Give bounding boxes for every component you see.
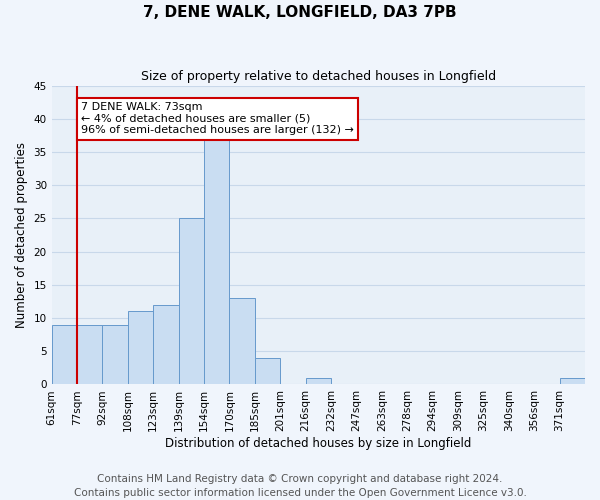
Bar — [255, 358, 280, 384]
Bar — [103, 324, 128, 384]
Bar — [560, 378, 585, 384]
Bar — [77, 324, 103, 384]
X-axis label: Distribution of detached houses by size in Longfield: Distribution of detached houses by size … — [165, 437, 472, 450]
Bar — [128, 312, 153, 384]
Text: Contains HM Land Registry data © Crown copyright and database right 2024.
Contai: Contains HM Land Registry data © Crown c… — [74, 474, 526, 498]
Y-axis label: Number of detached properties: Number of detached properties — [15, 142, 28, 328]
Bar — [153, 305, 179, 384]
Bar — [305, 378, 331, 384]
Bar — [52, 324, 77, 384]
Bar — [229, 298, 255, 384]
Text: 7, DENE WALK, LONGFIELD, DA3 7PB: 7, DENE WALK, LONGFIELD, DA3 7PB — [143, 5, 457, 20]
Bar — [179, 218, 204, 384]
Bar — [204, 138, 229, 384]
Title: Size of property relative to detached houses in Longfield: Size of property relative to detached ho… — [141, 70, 496, 83]
Text: 7 DENE WALK: 73sqm
← 4% of detached houses are smaller (5)
96% of semi-detached : 7 DENE WALK: 73sqm ← 4% of detached hous… — [81, 102, 354, 135]
